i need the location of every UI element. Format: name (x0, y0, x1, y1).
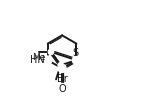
Circle shape (72, 56, 80, 64)
Text: HN: HN (30, 55, 45, 65)
Circle shape (48, 49, 54, 55)
Circle shape (44, 56, 52, 64)
Text: Me: Me (32, 53, 45, 62)
Circle shape (58, 64, 66, 72)
Text: S: S (73, 48, 79, 58)
Text: Br: Br (57, 74, 68, 84)
Text: O: O (58, 84, 66, 94)
Circle shape (58, 63, 63, 68)
